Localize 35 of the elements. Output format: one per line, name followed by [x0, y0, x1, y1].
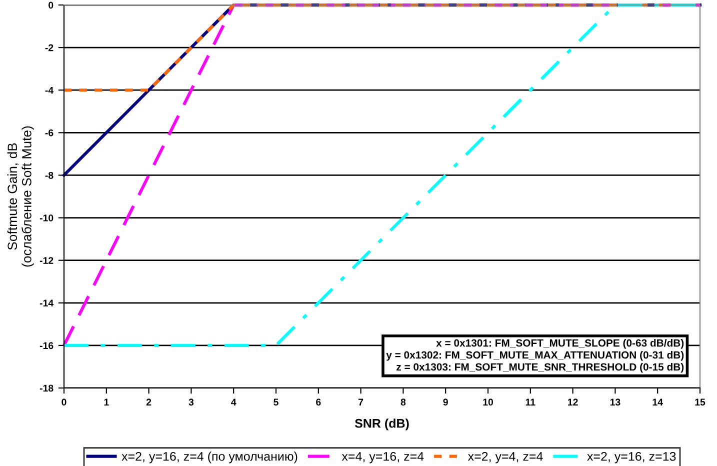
x-tick-label: 0	[62, 398, 66, 406]
x-tick-label: 10	[483, 398, 494, 406]
x-tick-label: 7	[358, 398, 364, 406]
x-tick-label: 13	[610, 398, 620, 406]
x-tick-label: 5	[274, 398, 278, 406]
annotation: x = 0x1301: FM_SOFT_MUTE_SLOPE (0-63 dB/dB)	[436, 339, 684, 349]
x-tick-label: 3	[188, 398, 194, 406]
annotation: z = 0x1303: FM_SOFT_MUTE_SNR_THRESHOLD (0-15 dB)	[396, 362, 684, 373]
x-tick-label: 2	[146, 398, 152, 406]
y-tick-label: -4	[45, 86, 54, 94]
annotation: y = 0x1302: FM_SOFT_MUTE_MAX_ATTENUATION (0-31 dB)	[386, 350, 684, 361]
legend-label: x=2, y=16, z=13	[587, 452, 676, 464]
y-tick-label: -10	[40, 214, 54, 222]
x-tick-label: 8	[400, 398, 406, 406]
y-tick-label: -18	[40, 384, 54, 392]
x-tick-label: 11	[526, 398, 536, 406]
legend-label: x=4, y=16, z=4	[342, 452, 424, 464]
y-axis-title: Softmute Gain, dB (ослабление Soft Mute)	[7, 126, 34, 267]
x-tick-label: 9	[443, 398, 448, 406]
x-axis-title: SNR (dB)	[354, 418, 409, 430]
x-tick-label: 4	[231, 398, 236, 406]
y-tick-label: -14	[40, 300, 54, 306]
y-tick-label: 0	[48, 2, 54, 9]
x-tick-label: 14	[652, 398, 663, 406]
y-tick-label: -16	[40, 342, 54, 350]
y-tick-label: -2	[45, 44, 54, 52]
y-tick-label: -6	[45, 129, 54, 136]
legend-label: x=2, y=4, z=4	[468, 452, 543, 464]
x-tick-label: 12	[568, 398, 578, 406]
x-tick-label: 6	[316, 398, 321, 406]
x-tick-label: 1	[104, 398, 109, 406]
y-tick-label: -12	[40, 257, 54, 264]
legend-label: x=2, y=16, z=4 (по умолчанию)	[122, 452, 298, 464]
y-tick-label: -8	[45, 172, 54, 179]
x-tick-label: 15	[695, 398, 706, 406]
